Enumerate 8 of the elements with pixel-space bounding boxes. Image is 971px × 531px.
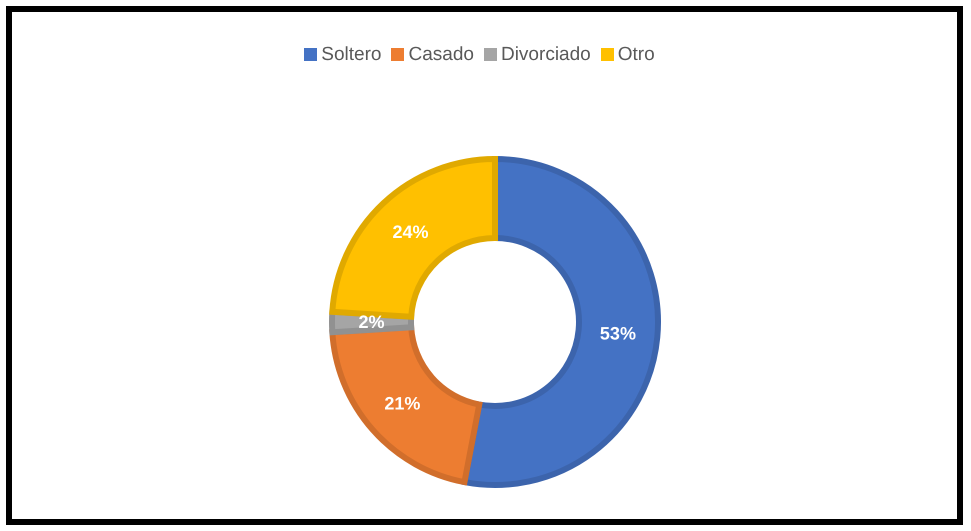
data-label: 24% xyxy=(392,222,428,242)
legend-label: Divorciado xyxy=(500,44,591,65)
data-label: 21% xyxy=(384,394,420,414)
legend-label: Soltero xyxy=(321,44,382,65)
legend-label: Otro xyxy=(618,44,655,65)
data-label: 53% xyxy=(600,324,636,344)
data-label: 2% xyxy=(358,312,385,332)
legend-label: Casado xyxy=(408,44,474,65)
